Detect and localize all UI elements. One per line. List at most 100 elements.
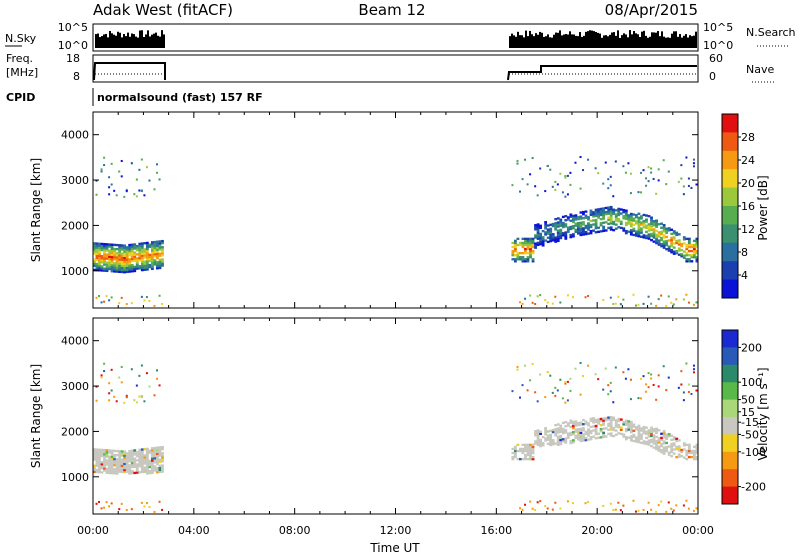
velocity-cell — [609, 434, 613, 437]
velocity-cell — [682, 504, 685, 507]
velocity-cell — [123, 452, 127, 455]
power-cell — [123, 246, 127, 249]
velocity-cell — [524, 503, 527, 506]
velocity-cell — [130, 457, 134, 461]
power-cell — [554, 226, 558, 229]
velocity-cell — [642, 429, 646, 433]
velocity-cell — [559, 434, 563, 438]
velocity-cell — [544, 429, 548, 432]
power-cell — [609, 220, 613, 223]
velocity-cell — [148, 505, 151, 509]
power-cell — [115, 270, 119, 273]
velocity-cell — [534, 442, 537, 445]
velocity-cell — [123, 462, 127, 466]
power-cell — [125, 302, 128, 305]
velocity-cell — [100, 461, 104, 464]
power-cell — [612, 222, 616, 226]
velocity-cell — [103, 362, 106, 365]
power-cell — [103, 251, 106, 254]
nsky-bar — [597, 32, 599, 48]
power-cell — [516, 237, 520, 241]
velocity-cell — [118, 508, 121, 511]
power-cell — [599, 222, 603, 225]
velocity-cell — [128, 449, 132, 453]
cpid-text: normalsound (fast) 157 RF — [97, 91, 263, 104]
power-cell — [592, 213, 595, 216]
velocity-cell — [128, 470, 132, 473]
power-cell — [685, 251, 689, 255]
velocity-cell — [150, 463, 154, 466]
power-cell — [95, 179, 98, 182]
power-cell — [627, 218, 631, 221]
velocity-cell — [125, 452, 129, 455]
velocity-cell — [125, 468, 129, 471]
power-cell — [687, 258, 691, 261]
power-cell — [667, 295, 670, 298]
velocity-cell — [650, 373, 653, 376]
velocity-cell — [665, 445, 669, 449]
velocity-cell — [143, 460, 147, 463]
power-cell — [650, 226, 653, 230]
velocity-cell — [589, 419, 593, 422]
power-cell — [587, 226, 590, 229]
power-cell — [105, 295, 108, 298]
power-cell — [564, 195, 567, 198]
colorbar-swatch — [722, 330, 738, 348]
velocity-cell — [98, 452, 101, 456]
power-cell — [660, 230, 664, 234]
power-cell — [564, 237, 568, 240]
velocity-cell — [619, 426, 623, 429]
power-cell — [123, 262, 127, 266]
velocity-cell — [640, 437, 643, 440]
velocity-cell — [519, 507, 522, 510]
power-cell — [103, 253, 106, 256]
velocity-cell — [93, 466, 96, 469]
velocity-cell — [647, 443, 651, 446]
velocity-cell — [677, 453, 681, 456]
velocity-cell — [536, 400, 539, 403]
velocity-cell — [158, 458, 162, 461]
power-cell — [526, 243, 530, 247]
power-cell — [143, 194, 146, 197]
power-cell — [604, 161, 607, 164]
power-cell — [624, 223, 628, 227]
power-cell — [125, 246, 129, 249]
velocity-cell — [546, 507, 549, 510]
power-cell — [554, 240, 558, 243]
velocity-cell — [150, 467, 154, 470]
power-cell — [135, 245, 139, 248]
velocity-cell — [148, 449, 152, 452]
velocity-cell — [529, 445, 532, 449]
velocity-cell — [135, 451, 139, 454]
velocity-cell — [113, 472, 116, 475]
velocity-cell — [158, 452, 162, 455]
velocity-cell — [536, 441, 540, 444]
power-cell — [692, 249, 696, 253]
power-cell — [534, 242, 537, 245]
power-cell — [138, 168, 141, 171]
power-cell — [130, 268, 134, 271]
power-cell — [148, 253, 152, 257]
power-cell — [531, 301, 534, 304]
velocity-cell — [153, 510, 156, 513]
power-cell — [607, 222, 611, 226]
velocity-cell — [120, 381, 123, 384]
power-cell — [569, 171, 572, 174]
nsky-bar — [509, 36, 511, 48]
power-cell — [660, 222, 664, 225]
nave-tick-top: 60 — [709, 52, 723, 65]
velocity-cell — [534, 440, 537, 443]
velocity-cell — [110, 463, 114, 467]
velocity-cell — [105, 463, 109, 466]
velocity-cell — [118, 376, 121, 379]
power-cell — [687, 237, 691, 241]
nsearch-tick-top: 10^5 — [703, 21, 733, 34]
velocity-cell — [571, 439, 575, 442]
y-tick-label: 2000 — [61, 219, 89, 232]
velocity-cell — [569, 377, 572, 380]
power-cell — [118, 170, 121, 173]
velocity-cell — [158, 384, 161, 387]
power-cell — [655, 223, 658, 226]
velocity-cell — [667, 453, 671, 456]
velocity-cell — [546, 436, 550, 439]
